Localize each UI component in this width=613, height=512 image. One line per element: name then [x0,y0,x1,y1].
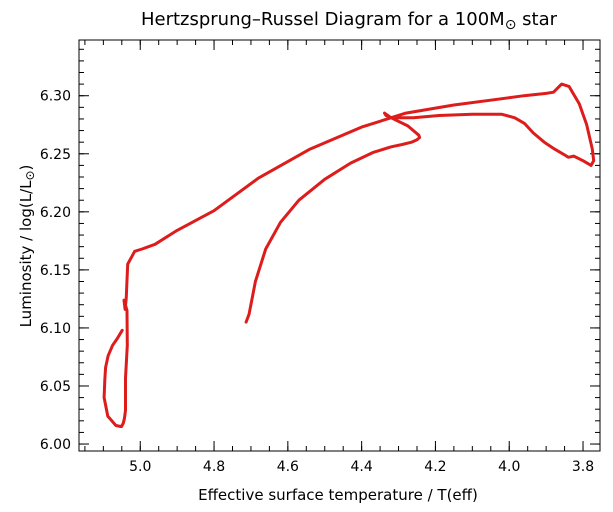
chart-title: Hertzsprung–Russel Diagram for a 100M⊙ s… [141,9,558,33]
y-tick-label: 6.15 [40,263,71,279]
y-tick-label: 6.25 [40,147,71,163]
x-tick-label: 4.2 [424,459,446,475]
x-tick-label: 4.0 [498,459,520,475]
x-axis-title: Effective surface temperature / T(eff) [198,486,478,504]
sun-symbol-icon: ⊙ [505,17,517,33]
y-axis-title: Luminosity / log(L/L⊙) [17,165,37,328]
y-tick-label: 6.20 [40,205,71,221]
y-tick-label: 6.10 [40,321,71,337]
chart-title-suffix: star [516,9,557,30]
x-tick-label: 4.4 [351,459,373,475]
y-tick-label: 6.00 [40,437,71,453]
y-tick-label: 6.05 [40,379,71,395]
x-tick-label: 3.8 [572,459,594,475]
plot-frame [78,39,601,452]
x-tick-label: 4.6 [277,459,299,475]
y-tick-label: 6.30 [40,89,71,105]
sun-symbol-icon: ⊙ [23,170,37,180]
x-tick-label: 5.0 [129,459,151,475]
x-tick-label: 4.8 [203,459,225,475]
evolution-track-line [102,82,596,429]
y-axis-title-text: Luminosity / log(L/L [17,180,35,328]
axis-ticks [79,40,600,451]
y-axis-title-suffix: ) [17,165,35,171]
chart-title-text: Hertzsprung–Russel Diagram for a 100M [141,9,505,30]
series-group [102,82,596,429]
tick-labels: 5.0 4.8 4.6 4.4 4.2 4.0 3.8 6.00 6.05 6.10 6.15 6.2… [40,89,594,475]
